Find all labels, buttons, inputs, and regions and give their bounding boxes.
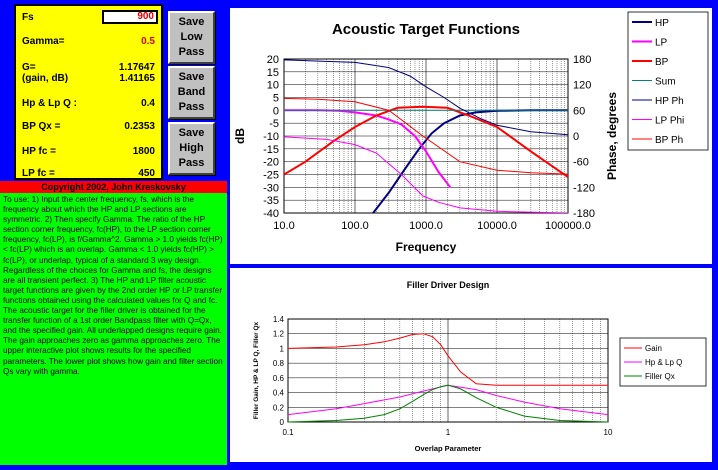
chart1-y2-tick-label: -60 [573,157,589,169]
chart2-y-tick-label: 1.2 [273,330,285,339]
chart1-y2-tick-label: -180 [573,208,595,220]
chart1-legend-label: Sum [655,77,676,88]
chart1-x-axis-label: Frequency [396,240,457,254]
chart1-title: Acoustic Target Functions [332,21,520,38]
chart1-y-tick-label: -10 [263,131,279,143]
instructions-text: To use: 1) Input the center frequency, f… [0,193,227,465]
chart1-y-tick-label: 20 [267,54,279,66]
chart2-title: Filler Driver Design [407,280,490,290]
chart1-y2-tick-label: 60 [573,105,585,117]
save-low-pass-line-3: Pass [178,46,205,58]
chart2-legend-label: Hp & Lp Q [645,358,682,367]
save-band-pass-button[interactable]: Save Band Pass [168,66,215,119]
filler-driver-svg: Filler Driver Design 0.1 1 10 1.4 1.2 1 0.8 0.6 0… [253,280,707,453]
chart2-series-filler-qx [287,384,609,423]
fs-label: Fs [22,12,34,23]
chart2-plot-area [287,318,609,423]
chart2-legend-label: Gain [645,344,662,353]
chart2-y-tick-label: 0.2 [273,403,285,412]
chart2-y-tick-label: 0 [280,418,285,427]
chart1-y-tick-label: -5 [269,118,279,130]
chart1-y-tick-label: -40 [263,208,279,220]
parameter-panel: Fs 900 Gamma= 0.5 G= 1.17647 (gain, dB) … [14,4,163,180]
chart1-legend-label: LP Phi [655,116,684,127]
save-high-pass-line-2: High [179,142,204,154]
save-band-pass-line-1: Save [178,71,205,83]
save-high-pass-button[interactable]: Save High Pass [168,122,215,175]
chart1-y2-axis-label: Phase, degrees [605,92,619,180]
chart1-y-tick-label: -20 [263,157,279,169]
chart1-series-lp-phi [284,136,568,213]
chart1-legend-label: BP Ph [655,135,683,146]
save-high-pass-line-3: Pass [178,157,205,169]
chart1-y2-tick-label: -120 [573,182,595,194]
save-high-pass-line-1: Save [178,127,205,139]
save-low-pass-button[interactable]: Save Low Pass [168,11,215,64]
acoustic-target-chart: Acoustic Target Functions 10.0 100.0 1000.0… [230,8,712,264]
chart2-y-tick-label: 0.4 [273,389,285,398]
chart1-legend-label: LP [655,38,668,49]
g-value: 1.17647 [118,62,155,73]
chart1-x-tick-label: 100000.0 [545,220,591,232]
chart2-legend-label: Filler Qx [645,372,675,381]
chart1-y-tick-label: 10 [267,80,279,92]
hp-lp-q-value: 0.4 [141,98,155,109]
chart1-y-tick-label: -35 [263,195,279,207]
chart2-series-gain [287,333,608,386]
chart1-legend-label: HP Ph [655,96,684,107]
lp-fc-label: LP fc = [22,168,55,179]
chart2-y-tick-label: 1 [280,344,285,353]
chart1-y-tick-label: -30 [263,182,279,194]
chart1-y2-tick-label: 0 [573,131,579,143]
chart1-y-tick-label: 15 [267,67,279,79]
chart2-x-tick-label: 1 [446,428,451,437]
chart1-series-hp-ph [284,59,568,136]
g-label: G= [22,62,36,73]
chart1-plot-area [283,58,569,214]
chart1-x-tick-label: 10000.0 [477,220,517,232]
chart1-y-tick-label: 0 [273,105,279,117]
chart1-x-tick-label: 1000.0 [409,220,443,232]
chart2-y-tick-label: 0.6 [273,374,285,383]
chart1-y-axis-label: dB [233,128,247,144]
hp-fc-value: 1800 [132,146,155,157]
fs-input[interactable]: 900 [102,10,158,24]
bp-qx-label: BP Qx = [22,121,61,132]
save-low-pass-line-2: Low [180,31,203,43]
hp-lp-q-label: Hp & Lp Q : [22,98,77,109]
save-low-pass-line-1: Save [178,16,205,28]
lp-fc-value: 450 [138,168,155,179]
chart1-series-bp-ph [284,97,568,175]
copyright-banner: Copyright 2002, John Kreskovsky [0,181,227,193]
chart2-y-tick-label: 1.4 [273,315,285,324]
chart1-y-tick-label: 5 [273,93,279,105]
chart1-series-bp [284,105,568,178]
chart2-x-tick-label: 0.1 [282,428,294,437]
filler-driver-chart: Filler Driver Design 0.1 1 10 1.4 1.2 1 0.8 0.6 0… [230,268,712,462]
chart1-y2-tick-label: 120 [573,80,591,92]
chart2-y-axis-label: Filler Gain, HP & LP Q, Filler Qx [253,321,260,419]
gain-db-label: (gain, dB) [22,73,69,84]
chart2-x-axis-label: Overlap Parameter [415,444,482,453]
bp-qx-value: 0.2353 [124,121,155,132]
save-band-pass-line-2: Band [177,86,206,98]
chart1-x-tick-label: 10.0 [273,220,294,232]
gamma-value[interactable]: 0.5 [141,36,155,47]
chart1-legend-label: HP [655,18,669,29]
gain-db-value: 1.41165 [119,73,155,84]
save-band-pass-line-3: Pass [178,101,205,113]
chart1-y2-tick-label: 180 [573,54,591,66]
chart1-legend-label: BP [655,57,669,68]
hp-fc-label: HP fc = [22,146,56,157]
chart1-y-tick-label: -15 [263,144,279,156]
chart1-y-tick-label: -25 [263,170,279,182]
chart2-x-tick-label: 10 [604,428,613,437]
chart1-x-tick-label: 100.0 [341,220,369,232]
gamma-label: Gamma= [22,36,65,47]
chart2-y-tick-label: 0.8 [273,359,285,368]
acoustic-target-svg: Acoustic Target Functions 10.0 100.0 1000.0… [233,11,709,254]
